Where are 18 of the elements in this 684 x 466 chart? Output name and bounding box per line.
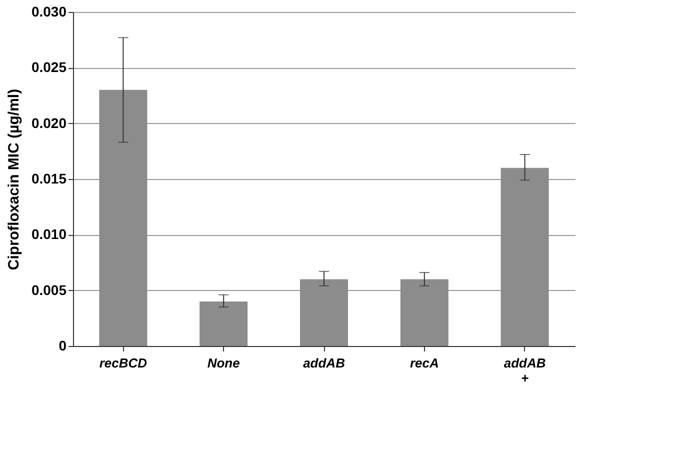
x-tick-label: addAB (303, 356, 345, 370)
y-tick-label: 0.005 (31, 282, 67, 298)
y-tick-label: 0.030 (31, 4, 67, 20)
y-tick-label: 0.020 (31, 114, 67, 131)
y-tick-label: 0.015 (31, 170, 67, 186)
x-tick-label: recBCD (99, 356, 148, 370)
y-tick-label: 0.010 (31, 226, 67, 242)
x-tick-label: addAB + (504, 356, 546, 386)
y-axis-title: Ciprofloxacin MIC (µg/ml) (5, 88, 22, 270)
bar (300, 279, 348, 346)
bar (99, 90, 148, 346)
y-tick-label: 0 (58, 338, 67, 354)
y-tick-label: 0.025 (31, 59, 67, 76)
bar (200, 301, 248, 346)
bar (500, 168, 549, 346)
bar (400, 279, 448, 346)
x-tick-label: None (207, 356, 240, 370)
x-tick-label: recA (410, 356, 439, 370)
